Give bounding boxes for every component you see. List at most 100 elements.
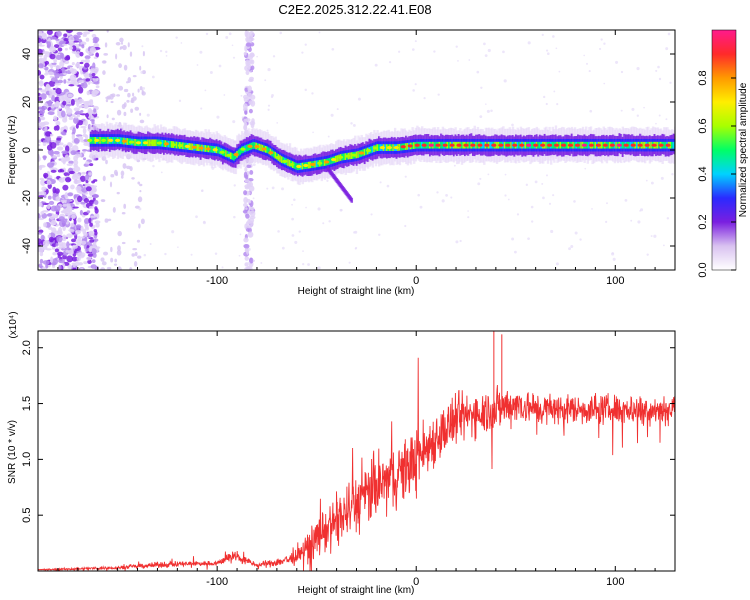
- noise-speck: [379, 181, 382, 184]
- noise-speck: [50, 219, 57, 226]
- noise-speck: [81, 171, 87, 175]
- noise-speck: [64, 192, 69, 200]
- noise-speck: [133, 261, 138, 267]
- noise-speck: [511, 123, 514, 127]
- noise-speck: [91, 33, 97, 38]
- noise-speck: [67, 93, 73, 98]
- noise-speck: [72, 206, 79, 209]
- band-core: [218, 147, 222, 155]
- noise-speck: [606, 202, 608, 205]
- noise-speck: [38, 164, 46, 168]
- ridge-peak: [574, 143, 581, 147]
- noise-speck: [116, 249, 122, 256]
- noise-speck: [53, 150, 60, 155]
- noise-speck: [83, 198, 90, 203]
- colorbar-tick-label: 0.8: [697, 70, 709, 85]
- noise-speck: [78, 98, 84, 103]
- y-tick-label: 0: [21, 147, 33, 153]
- noise-speck: [105, 99, 109, 103]
- y-tick-label: -40: [21, 238, 33, 254]
- noise-speck: [43, 222, 48, 228]
- noise-speck: [249, 170, 254, 175]
- noise-speck: [86, 256, 92, 261]
- noise-speck: [102, 70, 106, 75]
- noise-speck: [80, 125, 87, 129]
- noise-speck: [266, 187, 269, 190]
- noise-speck: [152, 164, 155, 168]
- noise-speck: [589, 109, 593, 113]
- noise-speck: [38, 92, 41, 97]
- ridge-peak: [463, 143, 469, 147]
- noise-speck: [658, 114, 661, 117]
- noise-speck: [527, 237, 530, 241]
- noise-speck: [52, 186, 57, 194]
- band-core: [167, 140, 171, 148]
- noise-speck: [80, 109, 84, 113]
- noise-speck: [38, 229, 44, 234]
- noise-speck: [58, 259, 66, 264]
- noise-speck: [666, 217, 670, 220]
- colorbar-tick-label: 0.4: [697, 166, 709, 181]
- noise-speck: [85, 223, 89, 230]
- noise-speck: [51, 246, 56, 250]
- ridge-peak: [289, 162, 295, 167]
- noise-speck: [70, 184, 75, 190]
- noise-speck: [69, 74, 77, 82]
- noise-speck: [88, 246, 93, 253]
- noise-speck: [322, 222, 325, 225]
- noise-speck: [44, 60, 50, 65]
- noise-speck: [55, 38, 60, 41]
- noise-speck: [160, 171, 163, 174]
- noise-speck: [548, 202, 552, 205]
- noise-speck: [404, 175, 407, 178]
- noise-speck: [70, 222, 75, 227]
- noise-speck: [80, 201, 86, 205]
- ridge-peak: [317, 161, 323, 165]
- noise-speck: [245, 70, 250, 76]
- noise-speck: [49, 133, 54, 137]
- noise-speck: [132, 92, 135, 97]
- noise-speck: [353, 231, 356, 234]
- band-core: [217, 146, 220, 154]
- noise-speck: [653, 234, 657, 238]
- noise-speck: [73, 166, 81, 173]
- noise-speck: [73, 107, 80, 112]
- noise-speck: [138, 223, 141, 229]
- ridge-peak: [128, 140, 135, 144]
- noise-speck: [95, 52, 99, 58]
- y-tick-label: 40: [21, 48, 33, 60]
- noise-speck: [57, 251, 64, 256]
- noise-speck: [348, 261, 351, 264]
- ridge-peak: [519, 143, 525, 147]
- noise-speck: [85, 186, 92, 192]
- band-core: [239, 148, 242, 155]
- noise-speck: [43, 155, 47, 161]
- noise-speck: [67, 264, 72, 270]
- band-core: [335, 155, 338, 163]
- ridge-peak: [484, 143, 490, 147]
- noise-speck: [250, 122, 255, 129]
- noise-speck: [42, 260, 50, 265]
- noise-speck: [412, 89, 415, 92]
- noise-speck: [62, 100, 67, 106]
- noise-speck: [665, 47, 669, 51]
- noise-speck: [302, 250, 304, 253]
- noise-speck: [126, 81, 129, 84]
- noise-speck: [106, 114, 109, 119]
- noise-speck: [82, 149, 88, 152]
- ridge-peak: [581, 143, 588, 147]
- noise-speck: [142, 87, 146, 90]
- noise-speck: [201, 189, 204, 192]
- ridge-peak: [170, 143, 176, 147]
- noise-speck: [140, 218, 145, 225]
- ridge-peak: [533, 143, 539, 147]
- noise-speck: [46, 30, 53, 35]
- noise-speck: [165, 50, 168, 54]
- noise-speck: [100, 199, 106, 202]
- noise-speck: [91, 259, 96, 264]
- noise-speck: [545, 102, 548, 106]
- noise-speck: [657, 65, 660, 69]
- band-core: [656, 141, 660, 149]
- noise-speck: [660, 176, 664, 180]
- noise-speck: [665, 118, 668, 121]
